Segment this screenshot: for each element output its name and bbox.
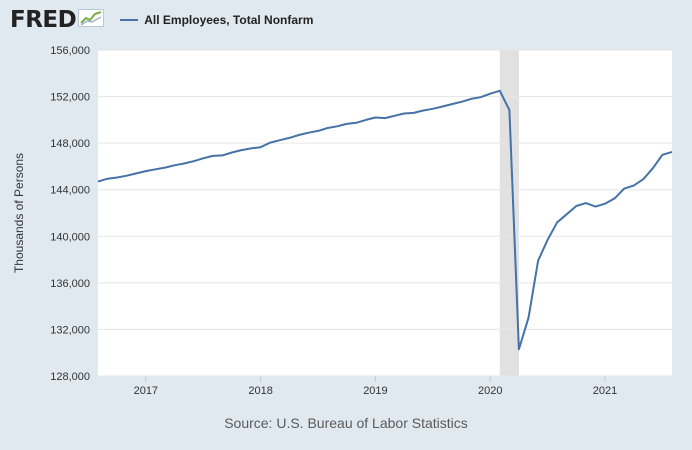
y-tick-label: 148,000 [50,138,90,150]
recession-band [499,50,519,376]
fred-chart-icon [78,8,105,32]
legend: All Employees, Total Nonfarm [120,13,313,27]
plot-area [98,50,672,376]
y-tick-label: 156,000 [50,45,90,57]
x-tick-label: 2020 [478,385,502,397]
y-tick-label: 140,000 [50,231,90,243]
x-tick-label: 2019 [363,385,387,397]
y-axis-label: Thousands of Persons [12,153,26,273]
y-tick-label: 144,000 [50,185,90,197]
source-note: Source: U.S. Bureau of Labor Statistics [224,415,468,431]
series-line[interactable] [97,89,673,351]
x-tick-label: 2017 [134,385,158,397]
header: FRED All Employees, Total Nonfarm [10,7,313,33]
fred-logo[interactable]: FRED [10,7,77,33]
legend-label: All Employees, Total Nonfarm [144,13,314,27]
y-tick-label: 152,000 [50,92,90,104]
x-tick-label: 2021 [593,385,617,397]
y-tick-label: 136,000 [50,278,90,290]
y-tick-label: 132,000 [50,324,90,336]
x-tick-label: 2018 [248,385,272,397]
y-tick-label: 128,000 [50,371,90,383]
legend-swatch [120,19,139,21]
